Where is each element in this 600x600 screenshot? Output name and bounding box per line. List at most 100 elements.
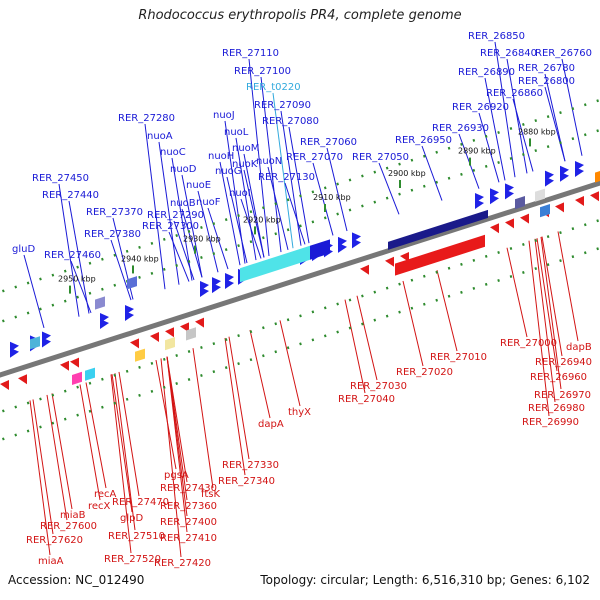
label-leader (540, 236, 562, 390)
accession-text: Accession: NC_012490 (8, 573, 145, 587)
feature-block (30, 336, 40, 350)
genome-title: Rhodococcus erythropolis PR4, complete g… (138, 8, 462, 23)
reverse-gene-label: RER_27000 (500, 338, 557, 349)
label-leader (111, 374, 133, 513)
reverse-gene-label: dapA (258, 419, 284, 430)
reverse-gene-label: RER_27470 (112, 497, 169, 508)
forward-gene-label: nuoH (208, 151, 234, 162)
reverse-gene (130, 338, 139, 349)
reverse-gene (575, 196, 584, 206)
forward-gene-label: RER_27460 (44, 250, 101, 261)
forward-gene-label: RER_27300 (142, 221, 199, 232)
forward-gene-label: nuoN (256, 156, 282, 167)
reverse-gene-label: RER_26970 (534, 390, 591, 401)
label-leader (166, 356, 188, 533)
reverse-gene-label: RER_27510 (108, 531, 165, 542)
label-leader (160, 358, 182, 558)
label-leader (421, 145, 443, 201)
label-leader (356, 295, 378, 381)
label-leader (544, 73, 566, 162)
reverse-gene-label: RER_27430 (160, 483, 217, 494)
reverse-gene-label: glpD (120, 513, 143, 524)
reverse-gene (18, 374, 27, 385)
reverse-gene-label: RER_26940 (535, 357, 592, 368)
label-leader (118, 371, 140, 497)
forward-gene-label: RER_26760 (535, 48, 592, 59)
reverse-gene-label: dapB (566, 342, 592, 353)
forward-gene (490, 188, 499, 199)
reverse-gene-block (395, 234, 485, 276)
label-leader (155, 359, 177, 470)
label-leader (228, 336, 250, 460)
reverse-gene (150, 332, 159, 342)
forward-gene-label: nuoA (147, 131, 173, 142)
label-leader (279, 320, 301, 407)
forward-gene-label: RER_27130 (258, 172, 315, 183)
forward-gene-label: RER_27060 (300, 137, 357, 148)
label-leader (243, 169, 265, 258)
forward-gene-label: RER_27380 (84, 229, 141, 240)
label-leader (267, 166, 289, 250)
forward-gene-label: nuoD (170, 164, 197, 175)
forward-gene-label: RER_27070 (286, 152, 343, 163)
forward-gene-label: RER_t0220 (246, 82, 301, 93)
label-leader (79, 384, 101, 501)
label-leader (557, 231, 579, 342)
feature-block (165, 337, 175, 351)
reverse-gene (385, 256, 394, 267)
reverse-gene-label: RER_27040 (338, 394, 395, 405)
feature-block (95, 296, 105, 310)
label-leader (272, 92, 294, 249)
label-leader (312, 162, 334, 236)
reverse-gene-label: RER_27010 (430, 352, 487, 363)
label-leader (248, 58, 270, 256)
forward-gene (42, 331, 51, 342)
reverse-gene-label: RER_27620 (26, 535, 83, 546)
forward-gene-label: RER_27110 (222, 48, 279, 59)
reverse-gene-label: RER_27340 (218, 476, 275, 487)
forward-gene-label: RER_26890 (458, 67, 515, 78)
reverse-gene-label: RER_26990 (522, 417, 579, 428)
forward-gene-label: RER_27450 (32, 173, 89, 184)
genome-rings (0, 98, 600, 442)
forward-gene (212, 277, 221, 288)
reverse-gene-label: RER_26960 (530, 372, 587, 383)
forward-gene (225, 273, 234, 283)
reverse-gene-label: RER_27330 (222, 460, 279, 471)
forward-gene-label: RER_27050 (352, 152, 409, 163)
tick-label: 2940 kbp (121, 254, 159, 263)
forward-gene-label: RER_27080 (262, 116, 319, 127)
label-leader (168, 231, 190, 282)
label-leader (207, 207, 229, 270)
tick-label: 2890 kbp (458, 147, 496, 156)
forward-gene (505, 183, 514, 194)
label-leader (85, 382, 107, 489)
label-leader (226, 176, 248, 264)
label-leader (512, 98, 534, 172)
feature-block (595, 171, 600, 183)
label-leader (561, 58, 583, 156)
label-leader (173, 220, 195, 281)
forward-gene-label: nuoG (215, 166, 242, 177)
label-leader (478, 112, 500, 183)
forward-gene-label: RER_27100 (234, 66, 291, 77)
reverse-gene-label: RER_27360 (160, 501, 217, 512)
genome-summary-text: Topology: circular; Length: 6,516,310 bp… (260, 573, 590, 587)
tick-label: 2880 kbp (518, 127, 556, 136)
label-leader (240, 198, 262, 259)
label-leader (378, 162, 400, 215)
reverse-gene (555, 202, 564, 213)
outer-guide-2 (0, 128, 600, 324)
forward-gene-label: RER_27290 (147, 210, 204, 221)
reverse-gene-label: pgsA (164, 470, 189, 481)
label-leader (181, 208, 203, 278)
gene-features (0, 161, 600, 390)
forward-gene-label: RER_27370 (86, 207, 143, 218)
forward-gene-label: nuoI (229, 188, 251, 199)
label-leader (402, 280, 424, 367)
tick-label: 2930 kbp (183, 235, 221, 244)
reverse-gene (400, 252, 409, 262)
label-leader (288, 126, 310, 244)
forward-gene-block-nuo (240, 245, 310, 283)
reverse-gene-label: recA (94, 489, 117, 500)
